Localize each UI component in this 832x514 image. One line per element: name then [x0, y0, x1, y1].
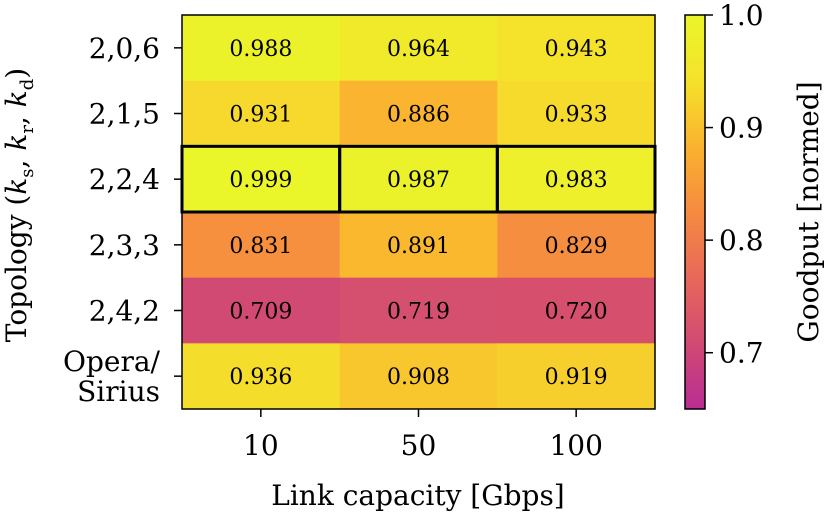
cell-value-label: 0.987 [387, 168, 450, 193]
y-tick-label: Opera/Sirius [63, 345, 161, 408]
heatmap-cell [182, 277, 341, 344]
heatmap-cell [497, 80, 656, 147]
y-tick-label: 2,2,4 [89, 163, 160, 196]
cell-value-label: 0.931 [229, 103, 292, 128]
heatmap-cell [339, 80, 498, 147]
x-axis-ticks: 10 50 100 [243, 409, 603, 462]
colorbar-tick-label: 0.9 [719, 112, 764, 145]
cell-value-label: 0.709 [229, 300, 292, 325]
cell-value-label: 0.720 [545, 300, 608, 325]
cell-value-label: 0.936 [229, 365, 292, 390]
x-tick-label: 10 [243, 429, 279, 462]
x-tick-label: 50 [401, 429, 437, 462]
y-tick-label: 2,3,3 [89, 229, 160, 262]
heatmap-cell [182, 343, 341, 410]
cell-value-label: 0.988 [229, 37, 292, 62]
heatmap-cell [339, 15, 498, 82]
highlight-box [495, 144, 657, 214]
colorbar-tick-label: 0.8 [719, 224, 764, 257]
cell-value-label: 0.829 [545, 234, 608, 259]
cell-value-label: 0.831 [229, 234, 292, 259]
colorbar-ticks: 0.7 0.8 0.9 1.0 [705, 0, 764, 370]
x-axis-label: Link capacity [Gbps] [271, 479, 564, 512]
cell-value-label: 0.983 [545, 168, 608, 193]
heatmap-cell [497, 15, 656, 82]
y-tick-label: 2,1,5 [89, 98, 160, 131]
colorbar-tick-label: 1.0 [719, 0, 764, 32]
y-tick-label: 2,0,6 [89, 32, 160, 65]
heatmap-cell [182, 212, 341, 279]
heatmap-cell [182, 146, 341, 213]
heatmap-cell [497, 146, 656, 213]
heatmap-cell [497, 343, 656, 410]
y-axis-ticks: 2,0,6 2,1,5 2,2,4 2,3,3 2,4,2 Opera/Sirius [63, 32, 182, 408]
heatmap-cell-labels: 0.988 0.964 0.943 0.931 0.886 0.933 0.999 0.987… [229, 37, 607, 390]
cell-value-label: 0.943 [545, 37, 608, 62]
cell-value-label: 0.964 [387, 37, 450, 62]
y-tick-label: 2,4,2 [89, 295, 160, 328]
heatmap-cell [339, 277, 498, 344]
heatmap-cell [182, 15, 341, 82]
x-tick-label: 100 [549, 429, 602, 462]
heatmap-cell [497, 277, 656, 344]
colorbar-tick-label: 0.7 [719, 337, 764, 370]
cell-value-label: 0.919 [545, 365, 608, 390]
cell-value-label: 0.719 [387, 300, 450, 325]
y-axis-label: Topology (ks, kr, kd) [0, 68, 38, 342]
cell-value-label: 0.891 [387, 234, 450, 259]
cell-value-label: 0.908 [387, 365, 450, 390]
cell-value-label: 0.999 [229, 168, 292, 193]
heatmap-cell [339, 146, 498, 213]
heatmap-cells [182, 15, 656, 410]
heatmap-cell [497, 212, 656, 279]
colorbar [684, 14, 706, 410]
cell-value-label: 0.886 [387, 103, 450, 128]
heatmap-cell [339, 212, 498, 279]
heatmap-cell [339, 343, 498, 410]
colorbar-label: Goodput [normed] [792, 81, 825, 342]
heatmap-cell [182, 80, 341, 147]
cell-value-label: 0.933 [545, 103, 608, 128]
